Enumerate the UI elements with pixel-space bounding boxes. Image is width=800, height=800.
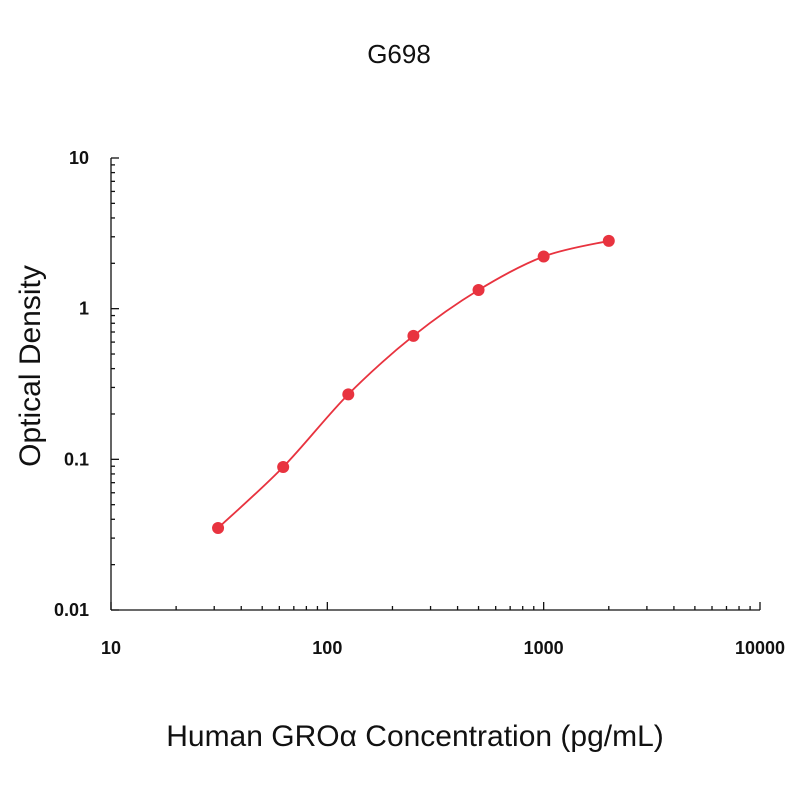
y-tick-label: 0.01 (54, 600, 89, 620)
data-point (277, 460, 290, 473)
data-point (407, 329, 420, 342)
y-tick-label: 10 (69, 148, 89, 168)
data-point (342, 388, 355, 401)
y-axis-label: Optical Density (14, 265, 47, 467)
x-tick-label: 10000 (735, 638, 785, 658)
x-tick-label: 1000 (524, 638, 564, 658)
plot-area: 0.01 0.1 1 10 10 100 1000 10000 (54, 148, 785, 658)
fit-curve (217, 239, 609, 529)
x-tick-label: 100 (312, 638, 342, 658)
y-axis-ticks: 0.01 0.1 1 10 (54, 148, 119, 620)
data-point (472, 284, 485, 297)
x-axis-label: Human GROα Concentration (pg/mL) (166, 720, 664, 753)
series-layer (212, 234, 615, 535)
y-tick-label: 1 (79, 299, 89, 319)
data-point (602, 234, 615, 247)
y-tick-label: 0.1 (64, 449, 89, 469)
data-point (212, 522, 225, 535)
chart-title: G698 (367, 39, 431, 69)
x-tick-label: 10 (101, 638, 121, 658)
data-point (537, 250, 550, 263)
x-axis-ticks: 10 100 1000 10000 (101, 602, 785, 658)
